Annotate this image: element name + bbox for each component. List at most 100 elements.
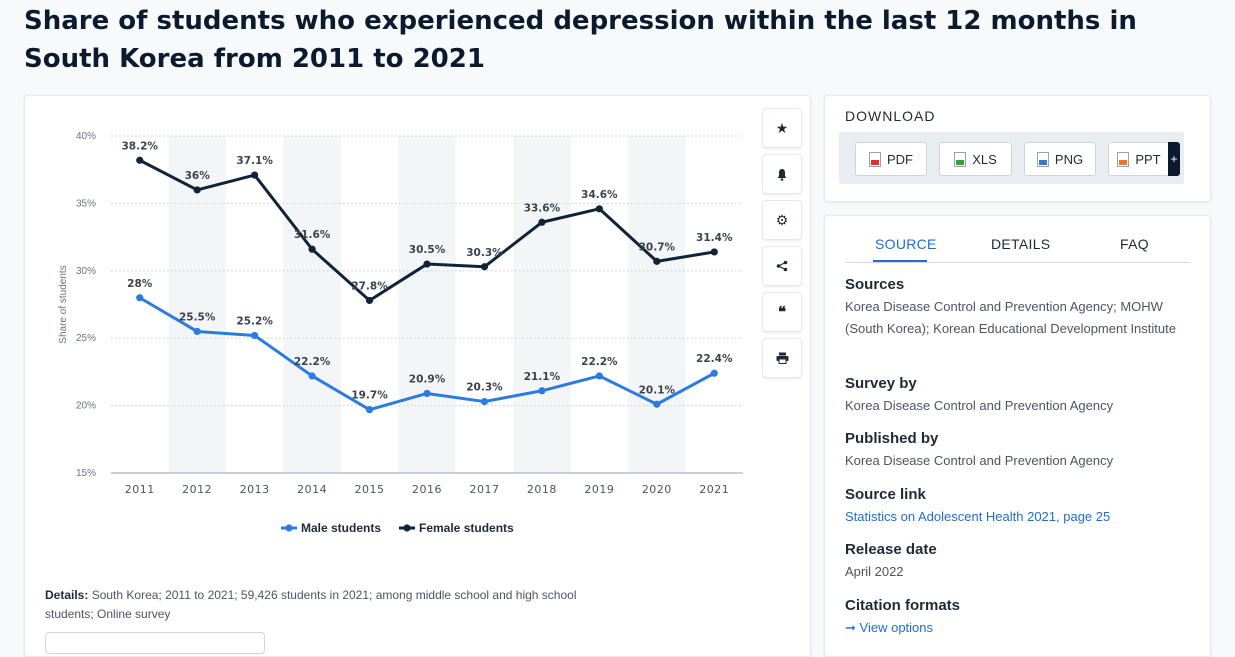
- data-label: 20.9%: [409, 373, 446, 385]
- x-tick-label: 2011: [125, 483, 155, 496]
- quote-icon[interactable]: ❝: [762, 292, 802, 332]
- legend-male-label: Male students: [301, 521, 381, 535]
- y-tick-label: 25%: [76, 333, 96, 344]
- ppt-file-icon: [1117, 151, 1130, 167]
- tab-source[interactable]: SOURCE: [875, 236, 937, 252]
- data-point: [136, 156, 144, 164]
- chart-details: Details: South Korea; 2011 to 2021; 59,4…: [45, 586, 585, 624]
- download-png-button[interactable]: PNG: [1024, 142, 1096, 176]
- data-point: [653, 400, 661, 408]
- y-tick-label: 35%: [76, 198, 96, 209]
- gear-icon[interactable]: ⚙: [762, 200, 802, 240]
- line-chart: 15% 20% 25% 30% 35% 40% Share of students 2011 2…: [58, 131, 743, 535]
- x-tick-label: 2012: [182, 483, 212, 496]
- x-tick-label: 2018: [527, 483, 557, 496]
- data-point: [595, 205, 603, 213]
- data-point: [480, 397, 489, 406]
- chart-band: [283, 136, 341, 473]
- data-point: [423, 389, 431, 398]
- data-label: 21.1%: [524, 371, 561, 383]
- data-label: 33.6%: [524, 202, 561, 214]
- legend-male-marker: [285, 524, 293, 532]
- legend-female-label: Female students: [419, 521, 514, 535]
- download-title: DOWNLOAD: [845, 108, 936, 124]
- survey-value: Korea Disease Control and Prevention Age…: [845, 398, 1114, 413]
- tab-faq[interactable]: FAQ: [1120, 236, 1149, 252]
- x-tick-label: 2015: [355, 483, 385, 496]
- download-ppt-label: PPT: [1135, 151, 1161, 167]
- data-label: 36%: [185, 170, 211, 182]
- published-value: Korea Disease Control and Prevention Age…: [845, 453, 1114, 468]
- data-label: 28%: [127, 278, 153, 290]
- x-tick-label: 2016: [412, 483, 442, 496]
- sources-value: Korea Disease Control and Prevention Age…: [845, 299, 1176, 336]
- data-point: [136, 294, 144, 302]
- download-ppt-button[interactable]: PPT: [1108, 142, 1170, 176]
- data-point: [308, 372, 316, 380]
- pdf-file-icon: [869, 151, 881, 167]
- chart-options-box[interactable]: [45, 632, 265, 654]
- sources-heading: Sources: [845, 276, 905, 293]
- x-tick-label: 2014: [297, 483, 327, 496]
- source-link-heading: Source link: [845, 486, 926, 503]
- download-strip: PDF XLS PNG PPT +: [839, 132, 1184, 184]
- data-point: [251, 331, 259, 340]
- data-point: [710, 248, 718, 256]
- y-tick-label: 40%: [76, 131, 96, 142]
- chart-band: [398, 136, 456, 473]
- tab-details[interactable]: DETAILS: [991, 236, 1051, 252]
- legend-female-marker: [403, 524, 411, 532]
- x-tick-label: 2020: [642, 483, 672, 496]
- chart-card: 15% 20% 25% 30% 35% 40% Share of students 2011 2…: [24, 95, 811, 657]
- source-link[interactable]: Statistics on Adolescent Health 2021, pa…: [845, 509, 1111, 524]
- y-axis-title: Share of students: [58, 265, 69, 343]
- data-point: [595, 372, 603, 380]
- download-pdf-label: PDF: [887, 151, 913, 167]
- data-point: [423, 260, 431, 268]
- star-icon[interactable]: ★: [762, 108, 802, 148]
- data-label: 22.4%: [696, 353, 733, 365]
- x-tick-label: 2021: [699, 483, 729, 496]
- chart-band: [628, 136, 686, 473]
- data-label: 31.6%: [294, 229, 331, 241]
- data-label: 27.8%: [351, 280, 388, 292]
- data-point: [480, 263, 489, 271]
- bell-icon[interactable]: [762, 154, 802, 194]
- data-point: [538, 218, 546, 226]
- print-icon[interactable]: [762, 338, 802, 378]
- data-label: 30.7%: [639, 241, 676, 253]
- download-card: DOWNLOAD PDF XLS PNG PPT +: [824, 95, 1211, 202]
- data-point: [193, 327, 201, 336]
- data-label: 30.5%: [409, 244, 446, 256]
- data-point: [653, 257, 661, 265]
- data-label: 31.4%: [696, 232, 733, 244]
- view-options-label: View options: [859, 620, 934, 635]
- page-title: Share of students who experienced depres…: [24, 6, 1137, 74]
- arrow-right-icon: ➞: [845, 620, 856, 635]
- download-xls-label: XLS: [972, 151, 997, 167]
- details-label: Details:: [45, 588, 89, 602]
- download-xls-button[interactable]: XLS: [939, 142, 1012, 176]
- download-pdf-button[interactable]: PDF: [855, 142, 927, 176]
- active-tab-underline: [873, 260, 927, 262]
- y-tick-label: 20%: [76, 401, 96, 412]
- published-heading: Published by: [845, 430, 939, 447]
- x-tick-label: 2013: [240, 483, 270, 496]
- png-file-icon: [1036, 151, 1049, 167]
- data-label: 19.7%: [351, 390, 388, 402]
- share-icon[interactable]: [762, 246, 802, 286]
- release-date-heading: Release date: [845, 541, 937, 558]
- data-point: [308, 245, 316, 253]
- ppt-plus-button[interactable]: +: [1168, 142, 1180, 176]
- data-label: 25.5%: [179, 311, 216, 323]
- data-label: 22.2%: [294, 356, 331, 368]
- data-point: [251, 171, 259, 179]
- data-label: 37.1%: [236, 155, 273, 167]
- data-label: 25.2%: [236, 316, 273, 328]
- release-date-value: April 2022: [845, 564, 904, 579]
- data-label: 34.6%: [581, 189, 618, 201]
- view-options-link[interactable]: ➞ View options: [845, 617, 1190, 639]
- data-label: 20.3%: [466, 382, 503, 394]
- download-png-label: PNG: [1054, 151, 1084, 167]
- data-point: [193, 186, 201, 194]
